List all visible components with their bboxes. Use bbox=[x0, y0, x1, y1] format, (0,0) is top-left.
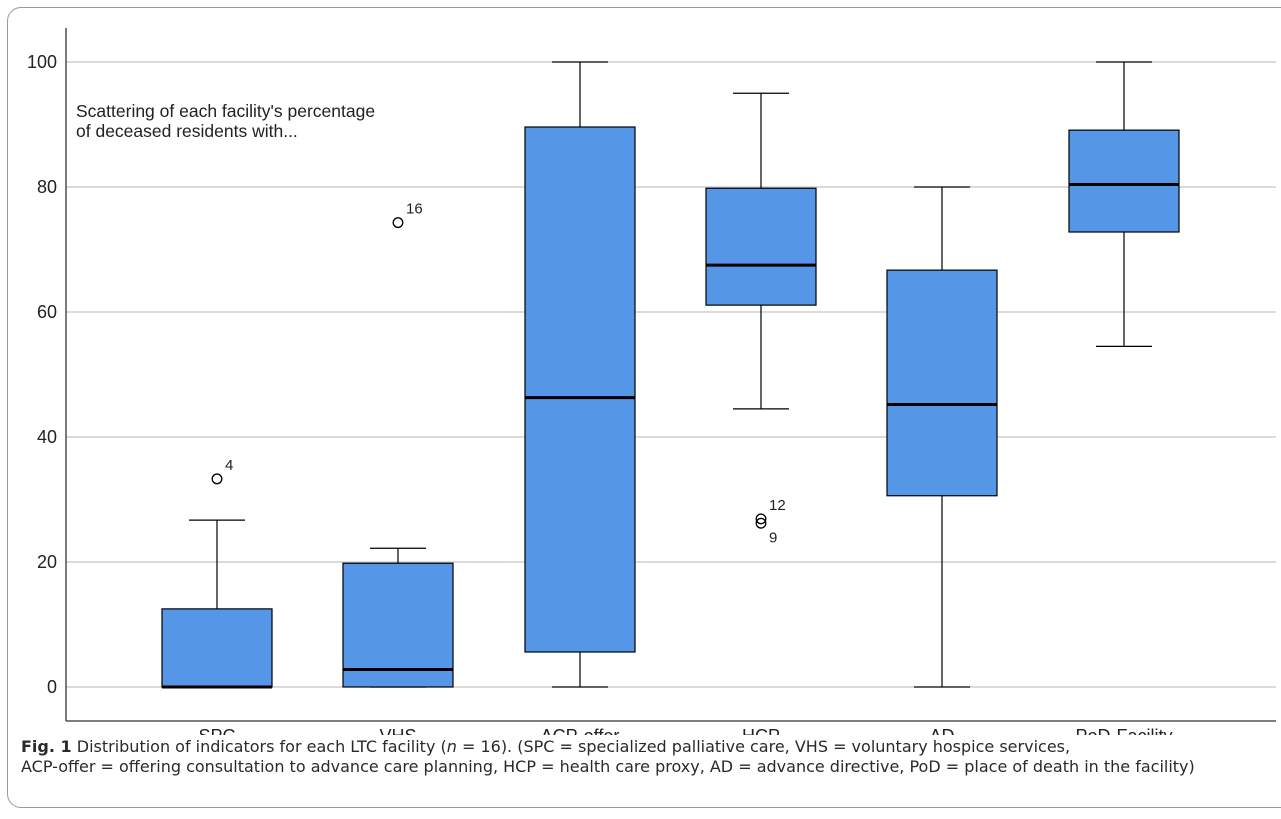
outlier-point-hcp-12 bbox=[755, 513, 767, 525]
box-acp-offer bbox=[524, 126, 636, 653]
category-label-acp-offer: ACP-offer bbox=[541, 726, 620, 735]
category-label-spc: SPC bbox=[198, 726, 235, 735]
box-spc bbox=[161, 608, 273, 688]
outlier-point-hcp-9 bbox=[755, 517, 767, 529]
box-vhs bbox=[342, 562, 454, 688]
figure-caption: Fig. 1 Distribution of indicators for ea… bbox=[21, 737, 1281, 777]
annotation-line-1: Scattering of each facility's percentage bbox=[76, 101, 375, 121]
box-hcp bbox=[705, 187, 817, 306]
caption-text-1a: Distribution of indicators for each LTC … bbox=[71, 737, 447, 756]
caption-line-2: ACP-offer = offering consultation to adv… bbox=[21, 757, 1195, 776]
outlier-point-spc-4 bbox=[211, 473, 223, 485]
box-ad bbox=[886, 269, 998, 497]
outlier-label-hcp-12: 12 bbox=[769, 497, 786, 514]
y-tick-label-0: 0 bbox=[47, 677, 57, 697]
category-label-ad: AD bbox=[929, 726, 954, 735]
y-tick-label-20: 20 bbox=[37, 552, 57, 572]
y-tick-label-60: 60 bbox=[37, 302, 57, 322]
outlier-label-spc-4: 4 bbox=[225, 457, 233, 474]
box-pod-facility bbox=[1068, 129, 1180, 233]
category-label-pod-facility: PoD-Facility bbox=[1075, 726, 1172, 735]
figure-frame bbox=[7, 7, 1281, 808]
category-label-hcp: HCP bbox=[742, 726, 780, 735]
annotation-line-2: of deceased residents with... bbox=[76, 121, 298, 141]
caption-text-1b: = 16). (SPC = specialized palliative car… bbox=[456, 737, 1071, 756]
outlier-label-vhs-16: 16 bbox=[406, 201, 423, 218]
outlier-point-vhs-16 bbox=[392, 217, 404, 229]
box-plot-chart: 0 20 40 60 80 100 Scattering of each facility'… bbox=[27, 28, 1276, 735]
y-tick-label-100: 100 bbox=[27, 52, 57, 72]
category-label-vhs: VHS bbox=[379, 726, 416, 735]
caption-n-symbol: n bbox=[446, 737, 457, 756]
y-tick-label-80: 80 bbox=[37, 177, 57, 197]
outlier-label-hcp-9: 9 bbox=[769, 529, 777, 546]
y-tick-label-40: 40 bbox=[37, 427, 57, 447]
caption-fig-label: Fig. 1 bbox=[21, 737, 72, 756]
caption-line-1: Fig. 1 Distribution of indicators for ea… bbox=[21, 737, 1281, 757]
